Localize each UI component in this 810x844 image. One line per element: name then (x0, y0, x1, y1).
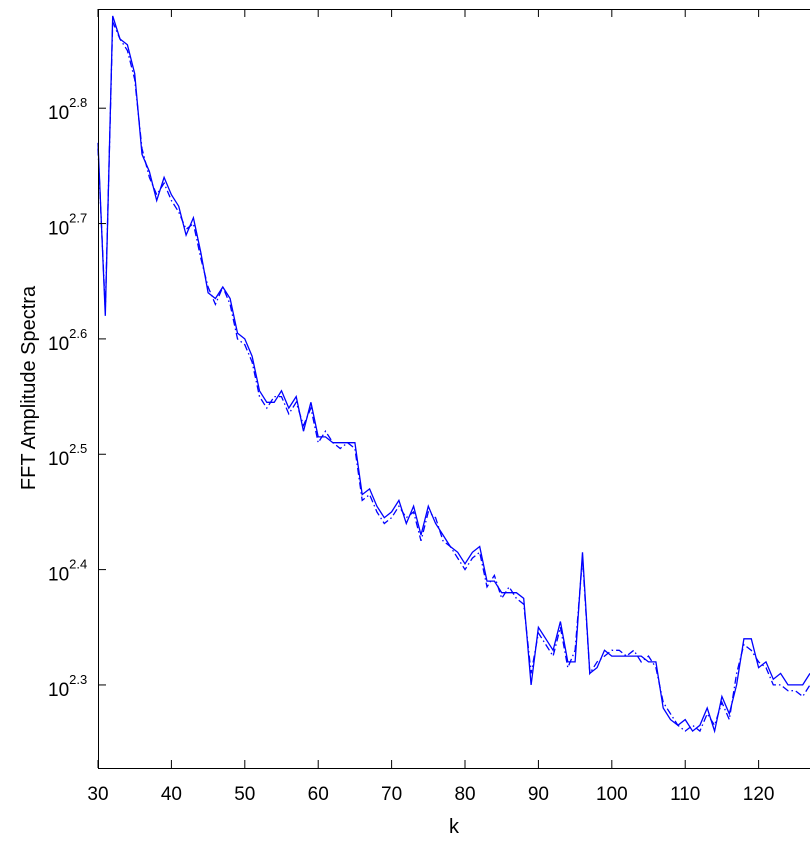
x-tick-label: 120 (743, 784, 775, 805)
x-tick-label: 80 (454, 784, 475, 805)
series-layer (97, 15, 810, 734)
x-ticks: 30 40 50 60 70 80 90 100 110 120 (87, 9, 774, 805)
x-tick-label: 90 (528, 784, 549, 805)
y-tick-label: 102.4 (48, 557, 87, 586)
series-line-solid (97, 15, 810, 734)
y-ticks: 102.3 102.4 102.5 102.6 102.7 102.8 (48, 95, 106, 701)
x-tick-label: 100 (596, 784, 628, 805)
x-tick-label: 30 (87, 784, 108, 805)
y-axis-label: FFT Amplitude Spectra (18, 285, 40, 490)
x-tick-label: 110 (670, 784, 700, 805)
x-tick-label: 40 (161, 784, 182, 805)
x-tick-label: 50 (234, 784, 255, 805)
plot-area (98, 9, 810, 768)
y-tick-label: 102.8 (48, 95, 87, 124)
y-tick-label: 102.6 (48, 326, 87, 355)
x-tick-label: 60 (308, 784, 329, 805)
y-tick-label: 102.7 (48, 211, 87, 240)
y-tick-label: 102.5 (48, 441, 87, 470)
x-axis-label: k (449, 816, 460, 838)
y-tick-label: 102.3 (48, 672, 87, 701)
x-tick-label: 70 (381, 784, 402, 805)
